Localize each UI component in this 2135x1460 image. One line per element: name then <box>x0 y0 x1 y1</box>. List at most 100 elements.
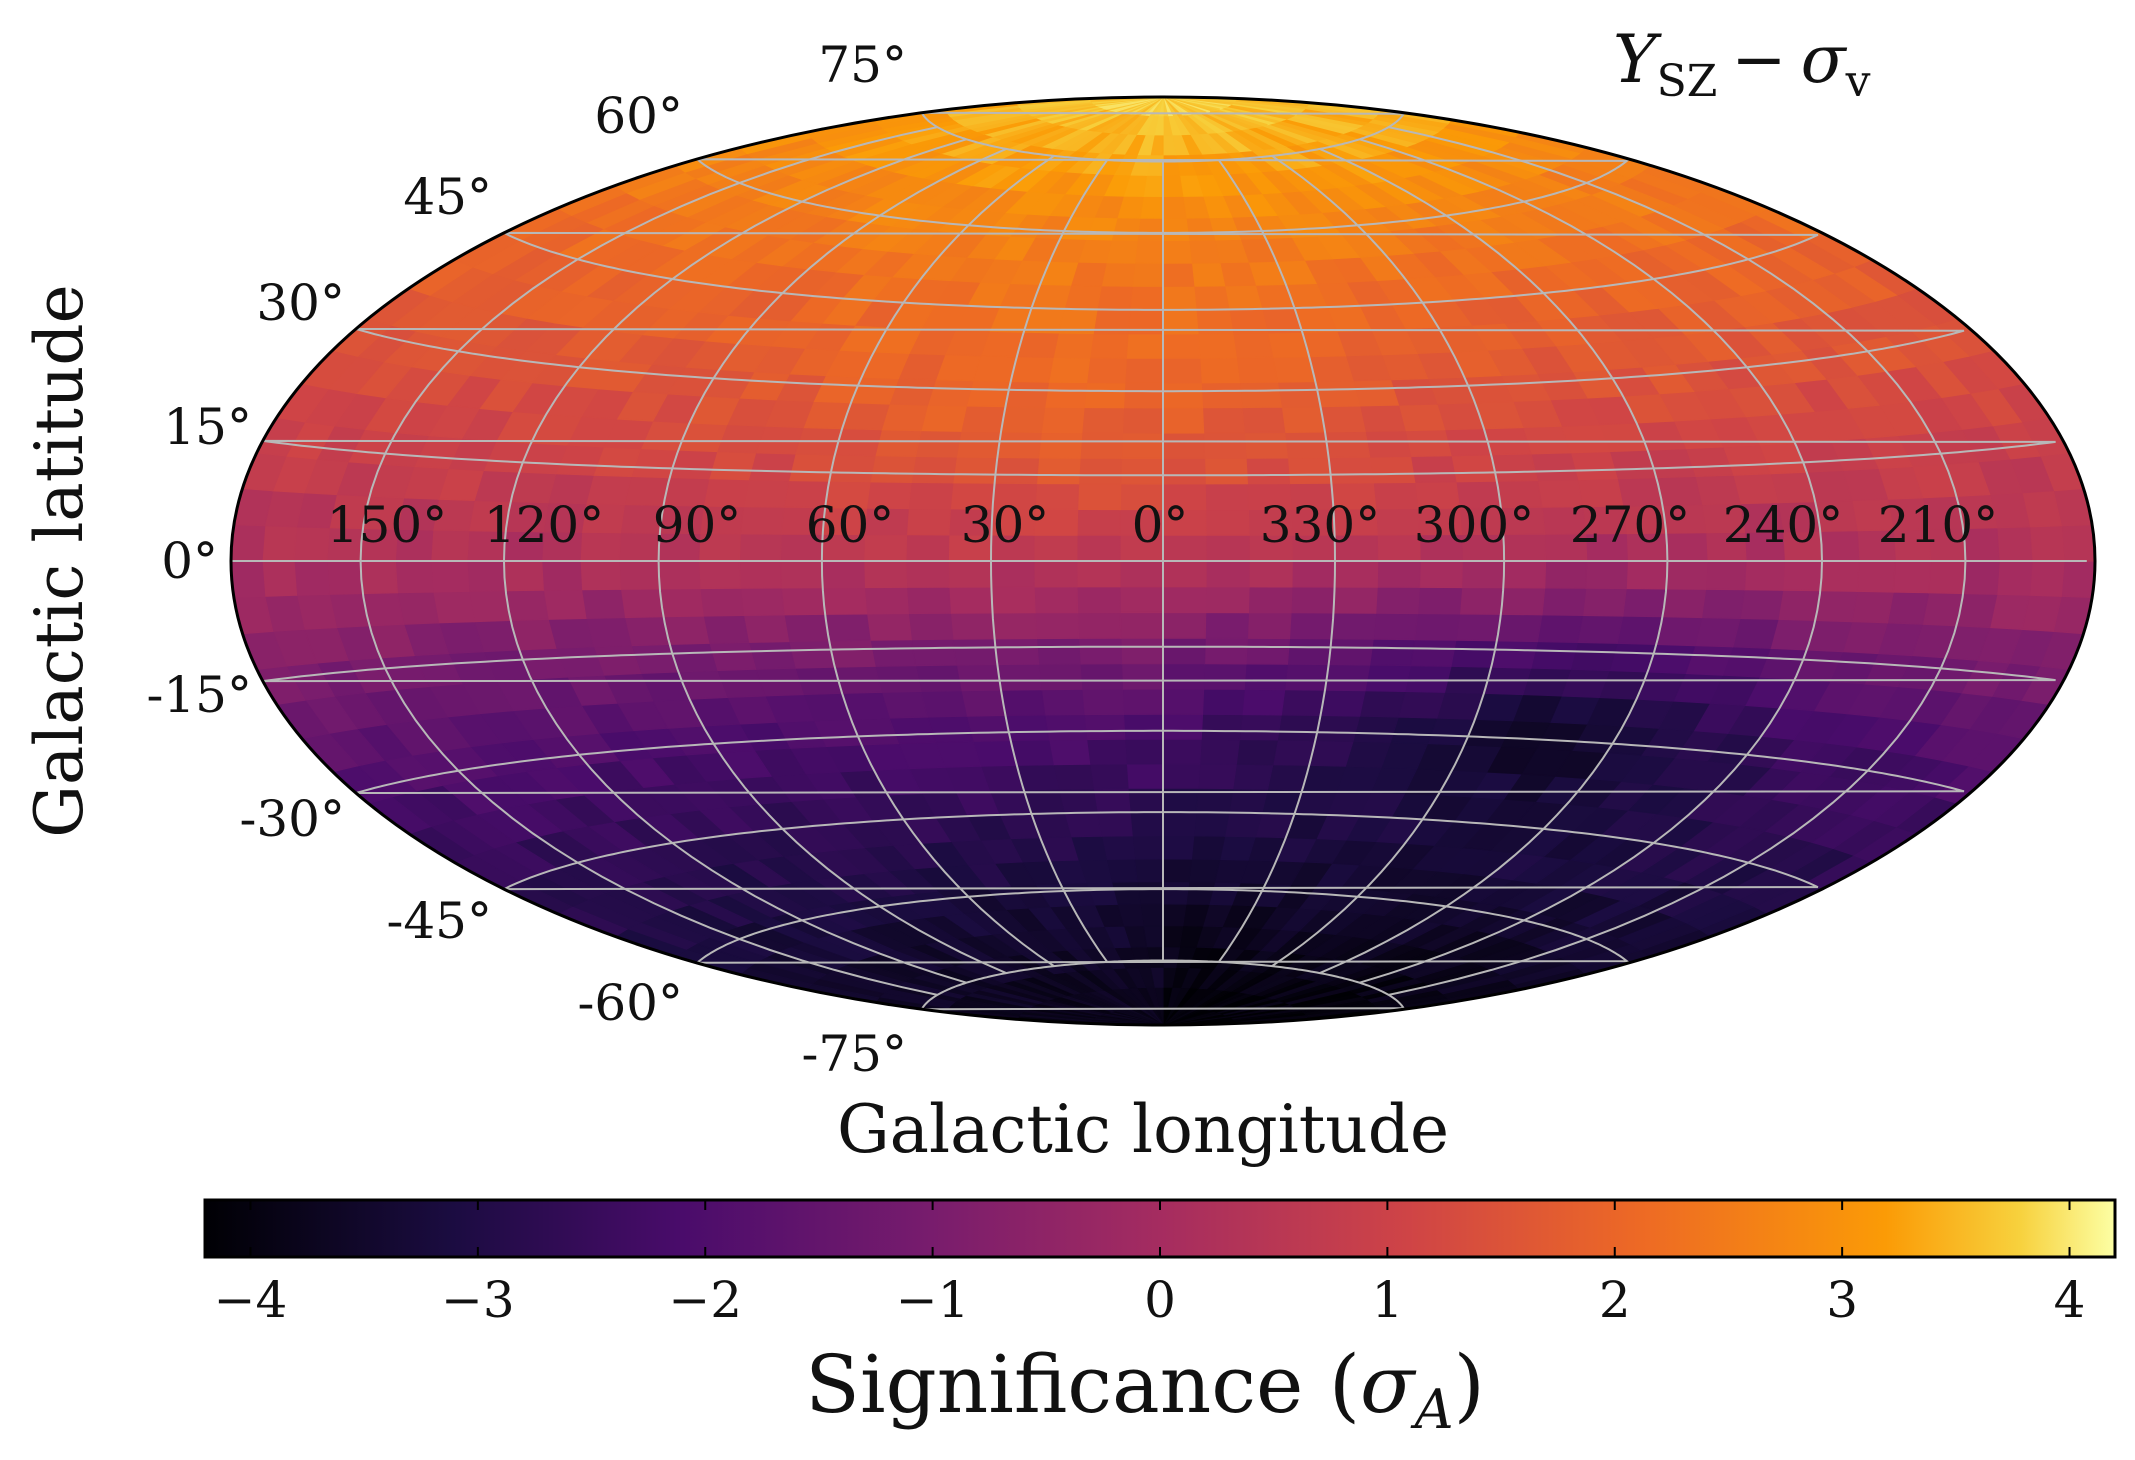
lon-tick-210: 210° <box>1878 496 1998 554</box>
sky-cell <box>1120 637 1164 665</box>
sky-cell <box>1352 715 1400 743</box>
sky-cell <box>1120 663 1164 690</box>
sky-cell <box>1284 431 1330 459</box>
sky-cell <box>1096 285 1133 311</box>
sky-cell <box>1197 763 1237 790</box>
sky-cell <box>1291 560 1336 588</box>
lon-tick-0: 0° <box>1132 496 1189 554</box>
sky-cell <box>1203 637 1249 665</box>
sky-cell <box>2060 523 2095 562</box>
sky-cell <box>261 560 298 597</box>
sky-cell <box>1358 690 1406 718</box>
sky-cell <box>828 639 876 668</box>
sky-cell <box>1700 588 1746 620</box>
sky-cell <box>1162 357 1202 384</box>
sky-cell <box>657 560 701 590</box>
sky-cell <box>1162 285 1197 311</box>
sky-cell <box>747 452 796 482</box>
sky-cell <box>1418 560 1463 589</box>
colorbar-label-main: Significance ( <box>805 1338 1360 1431</box>
lon-tick-150: 150° <box>327 496 447 554</box>
sky-cell <box>1288 612 1335 640</box>
sky-cell <box>1119 611 1164 639</box>
sky-cell <box>261 525 298 562</box>
lon-tick-300: 300° <box>1414 496 1534 554</box>
sky-cell <box>1122 713 1164 740</box>
title-sub-main: SZ <box>1657 56 1718 107</box>
sky-cell <box>947 560 993 588</box>
sky-cell <box>1450 639 1498 668</box>
colorbar-label: Significance (σA) <box>805 1338 1485 1441</box>
sky-cell <box>1009 356 1054 383</box>
sky-cell <box>1162 432 1206 459</box>
sky-cell <box>619 588 665 619</box>
sky-cell <box>1694 616 1741 648</box>
sky-cell <box>1276 714 1322 742</box>
sky-cell <box>1369 638 1416 667</box>
sky-cell <box>1085 357 1127 384</box>
sky-cell <box>431 590 475 624</box>
sky-cell <box>1124 738 1164 765</box>
sky-cell <box>1314 380 1361 408</box>
colorbar-tick-label: −1 <box>896 1271 970 1329</box>
sky-cell <box>698 560 741 590</box>
parallel-line <box>262 439 2056 477</box>
sky-cell <box>1544 560 1588 589</box>
sky-cell <box>920 690 968 718</box>
sky-cell <box>1886 591 1930 625</box>
sky-cell <box>1121 407 1164 434</box>
sky-cell <box>2028 525 2065 562</box>
sky-cell <box>1162 738 1202 765</box>
sky-cell <box>1308 739 1354 767</box>
sky-cell <box>1197 332 1237 359</box>
sky-cell <box>1119 586 1164 614</box>
sky-cell <box>1133 858 1164 883</box>
lon-tick-30: 30° <box>961 496 1050 554</box>
sky-cell <box>1190 835 1226 861</box>
lat-tick-0: 0° <box>161 532 218 590</box>
sky-cell <box>1162 611 1207 639</box>
parallel-line <box>503 231 1819 311</box>
sky-cell <box>1000 405 1046 434</box>
sky-cell <box>1200 381 1243 409</box>
sky-cell <box>1330 612 1377 640</box>
sky-cell <box>1009 739 1054 766</box>
sky-cell <box>1417 586 1463 615</box>
colorbar-tick-label: 4 <box>2054 1271 2086 1329</box>
sky-cell <box>1199 357 1241 384</box>
sky-cell <box>1996 560 2033 596</box>
sky-cell <box>1238 713 1282 741</box>
sky-cell <box>1076 534 1121 562</box>
sky-cell <box>787 640 836 669</box>
sky-cell <box>1814 590 1858 623</box>
sky-cell <box>874 429 922 458</box>
sky-cell <box>739 587 785 617</box>
sky-cell <box>910 638 957 667</box>
sky-cell <box>960 405 1007 433</box>
sky-cell <box>618 560 661 590</box>
sky-cell <box>828 454 876 483</box>
sky-cell <box>1205 586 1250 614</box>
sky-cell <box>996 663 1042 691</box>
sky-cell <box>1245 637 1291 665</box>
title-main: Y <box>1613 21 1662 98</box>
sky-cell <box>1585 560 1628 590</box>
sky-cell <box>1704 560 1747 591</box>
sky-cell <box>1782 560 1823 592</box>
sky-cell <box>1364 429 1412 458</box>
sky-cell <box>293 526 330 562</box>
sky-cell <box>1290 586 1336 614</box>
sky-cell <box>1404 429 1452 458</box>
lon-tick-120: 120° <box>484 496 604 554</box>
sky-cell <box>1162 333 1201 359</box>
sky-cell <box>1089 332 1129 359</box>
sky-cell <box>965 714 1012 742</box>
sky-cell <box>702 614 750 644</box>
sky-cell <box>1286 456 1333 485</box>
sky-cell <box>1076 586 1121 614</box>
sky-cell <box>1033 560 1078 588</box>
sky-cell <box>1409 638 1457 667</box>
sky-cell <box>1319 689 1366 717</box>
sky-cell <box>1185 217 1216 241</box>
sky-heatmap-cells <box>231 97 2095 1025</box>
